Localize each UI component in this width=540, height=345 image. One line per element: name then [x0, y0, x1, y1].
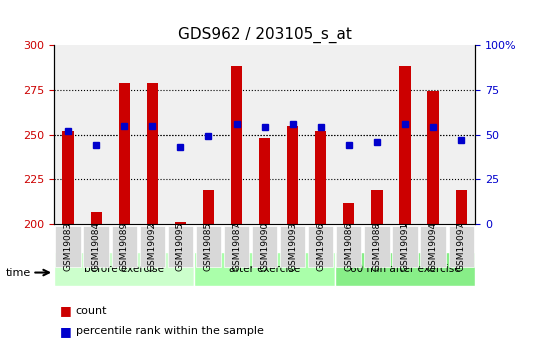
- Bar: [119, 82, 130, 224]
- Text: GSM19088: GSM19088: [373, 222, 381, 271]
- Text: percentile rank within the sample: percentile rank within the sample: [76, 326, 264, 336]
- FancyBboxPatch shape: [112, 227, 137, 267]
- Text: GSM19090: GSM19090: [260, 222, 269, 271]
- FancyBboxPatch shape: [308, 227, 333, 267]
- Bar: [428, 91, 438, 224]
- Text: GSM19087: GSM19087: [232, 222, 241, 271]
- Text: GSM19096: GSM19096: [316, 222, 325, 271]
- FancyBboxPatch shape: [421, 227, 446, 267]
- FancyBboxPatch shape: [84, 227, 109, 267]
- Bar: [287, 126, 298, 224]
- Bar: [231, 66, 242, 224]
- FancyBboxPatch shape: [56, 227, 80, 267]
- Bar: [203, 190, 214, 224]
- Text: GSM19086: GSM19086: [345, 222, 353, 271]
- Bar: [175, 223, 186, 224]
- Bar: [259, 138, 270, 224]
- FancyBboxPatch shape: [194, 252, 335, 286]
- Bar: [343, 203, 354, 224]
- FancyBboxPatch shape: [336, 227, 361, 267]
- FancyBboxPatch shape: [140, 227, 165, 267]
- Bar: [456, 190, 467, 224]
- FancyBboxPatch shape: [364, 227, 389, 267]
- Text: before exercise: before exercise: [84, 264, 164, 274]
- Text: GSM19085: GSM19085: [204, 222, 213, 271]
- Bar: [91, 212, 102, 224]
- FancyBboxPatch shape: [196, 227, 221, 267]
- Text: GSM19094: GSM19094: [429, 222, 437, 271]
- Text: time: time: [5, 268, 31, 277]
- Text: GSM19084: GSM19084: [92, 222, 100, 271]
- Text: GSM19083: GSM19083: [64, 222, 72, 271]
- Text: ■: ■: [59, 325, 71, 338]
- Text: GSM19091: GSM19091: [401, 222, 409, 271]
- FancyBboxPatch shape: [54, 252, 194, 286]
- Text: GSM19093: GSM19093: [288, 222, 297, 271]
- Text: ■: ■: [59, 304, 71, 317]
- FancyBboxPatch shape: [280, 227, 305, 267]
- Text: count: count: [76, 306, 107, 315]
- Text: GSM19095: GSM19095: [176, 222, 185, 271]
- Text: 60 min after exercise: 60 min after exercise: [350, 264, 460, 274]
- FancyBboxPatch shape: [252, 227, 277, 267]
- Bar: [400, 66, 410, 224]
- Bar: [63, 131, 73, 224]
- Bar: [372, 190, 382, 224]
- FancyBboxPatch shape: [393, 227, 417, 267]
- Bar: [147, 82, 158, 224]
- Text: GSM19092: GSM19092: [148, 222, 157, 271]
- Text: after exercise: after exercise: [229, 264, 300, 274]
- Bar: [315, 131, 326, 224]
- FancyBboxPatch shape: [335, 252, 475, 286]
- FancyBboxPatch shape: [449, 227, 474, 267]
- Title: GDS962 / 203105_s_at: GDS962 / 203105_s_at: [178, 27, 352, 43]
- Text: GSM19097: GSM19097: [457, 222, 465, 271]
- FancyBboxPatch shape: [224, 227, 249, 267]
- FancyBboxPatch shape: [168, 227, 193, 267]
- Text: GSM19089: GSM19089: [120, 222, 129, 271]
